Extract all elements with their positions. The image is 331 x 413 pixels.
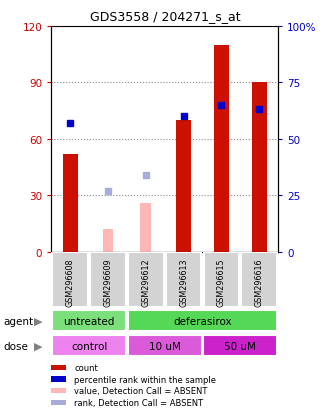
- Text: rank, Detection Call = ABSENT: rank, Detection Call = ABSENT: [74, 398, 204, 407]
- FancyBboxPatch shape: [90, 252, 126, 307]
- Text: GSM296616: GSM296616: [255, 258, 264, 306]
- Text: deferasirox: deferasirox: [173, 316, 232, 326]
- Bar: [63, 154, 78, 252]
- Bar: [176, 121, 191, 252]
- FancyBboxPatch shape: [127, 335, 202, 356]
- FancyBboxPatch shape: [52, 311, 126, 332]
- Text: 50 uM: 50 uM: [224, 341, 256, 351]
- Text: count: count: [74, 363, 98, 372]
- Text: ▶: ▶: [34, 341, 42, 351]
- Text: untreated: untreated: [64, 316, 115, 326]
- Text: GSM296613: GSM296613: [179, 258, 188, 306]
- Bar: [214, 45, 229, 252]
- Text: control: control: [71, 341, 107, 351]
- Text: GSM296608: GSM296608: [66, 258, 75, 306]
- Text: dose: dose: [3, 341, 28, 351]
- FancyBboxPatch shape: [204, 252, 239, 307]
- FancyBboxPatch shape: [166, 252, 201, 307]
- Text: GSM296615: GSM296615: [217, 258, 226, 306]
- Text: GSM296612: GSM296612: [141, 258, 150, 306]
- Text: ▶: ▶: [34, 316, 42, 326]
- Text: GSM296609: GSM296609: [104, 258, 113, 306]
- Text: GDS3558 / 204271_s_at: GDS3558 / 204271_s_at: [90, 10, 241, 23]
- Text: percentile rank within the sample: percentile rank within the sample: [74, 375, 216, 384]
- FancyBboxPatch shape: [127, 311, 277, 332]
- Text: value, Detection Call = ABSENT: value, Detection Call = ABSENT: [74, 386, 208, 395]
- FancyBboxPatch shape: [241, 252, 277, 307]
- Bar: [103, 230, 113, 252]
- FancyBboxPatch shape: [203, 335, 277, 356]
- Text: 10 uM: 10 uM: [149, 341, 181, 351]
- FancyBboxPatch shape: [52, 335, 126, 356]
- FancyBboxPatch shape: [52, 252, 88, 307]
- Bar: [252, 83, 267, 252]
- Text: agent: agent: [3, 316, 33, 326]
- FancyBboxPatch shape: [128, 252, 164, 307]
- Bar: [140, 203, 151, 252]
